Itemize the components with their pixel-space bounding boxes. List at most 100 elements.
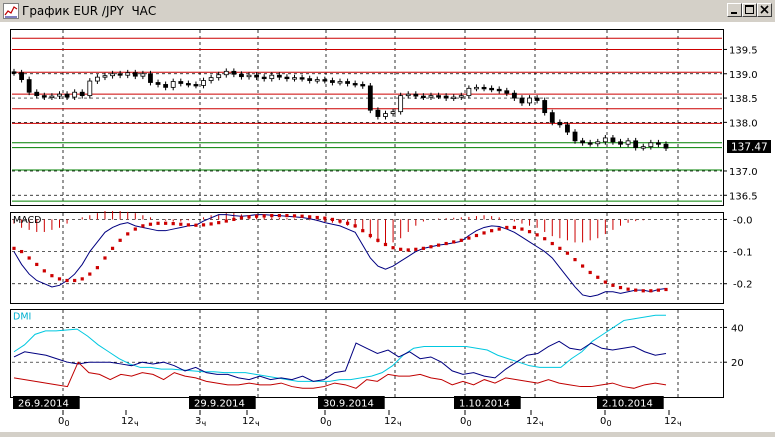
candle-body [436, 95, 441, 98]
candle-body [231, 70, 237, 75]
time-axis: 0 0 12 ч 3 ч 12 ч 0 0 12 ч 0 0 12 ч 0 0 12 ч [58, 410, 682, 428]
candle-body [178, 81, 184, 84]
candle-body [367, 85, 373, 111]
time-label: 12 [121, 416, 134, 427]
candle-body [640, 146, 646, 149]
chart-canvas[interactable]: 139.5 139.0 138.5 138.0 137.0 136.5 137.47 -0… [0, 22, 775, 432]
title-bar[interactable]: График EUR /JPY ЧАС [0, 0, 775, 23]
date-label: 26.9.2014 [18, 399, 69, 410]
macd-signal-dot [459, 238, 463, 242]
candle-body [625, 140, 631, 145]
candle-body [610, 137, 616, 143]
macd-signal-dot [399, 247, 403, 251]
candle-body [489, 87, 495, 91]
candle-body [383, 113, 388, 117]
close-button[interactable] [757, 3, 772, 17]
chart-app-icon [3, 3, 19, 19]
candle-body [420, 95, 426, 99]
macd-signal-dot [558, 246, 562, 250]
candle-body [246, 74, 252, 78]
candle-body [64, 93, 70, 98]
candle-body [398, 95, 404, 113]
date-label-box [13, 396, 80, 409]
time-label: 12 [664, 416, 677, 427]
candle-body [549, 112, 555, 123]
candle-body [595, 141, 601, 145]
macd-signal-dot [42, 269, 46, 273]
macd-plot [12, 211, 668, 298]
time-label-suffix: 0 [467, 419, 472, 428]
macd-signal-dot [285, 213, 289, 218]
macd-signal-dot [65, 278, 69, 283]
candle-body [458, 95, 464, 98]
time-label-suffix: ч [397, 419, 402, 428]
macd-signal-dot [573, 258, 577, 262]
candle-body [663, 143, 669, 149]
macd-signal-dot [565, 251, 570, 255]
macd-signal-dot [414, 247, 418, 251]
macd-signal-dot [133, 227, 137, 231]
candle-body [140, 73, 146, 77]
macd-signal-dot [73, 278, 77, 283]
date-label-box [318, 396, 385, 409]
macd-signal-dot [391, 246, 395, 250]
macd-signal-dot [110, 246, 115, 250]
macd-signal-dot [292, 214, 297, 218]
macd-signal-dot [300, 214, 304, 218]
candle-body [405, 93, 411, 97]
dmi-series-adx-line [13, 314, 666, 382]
macd-signal-dot [543, 237, 547, 241]
macd-signal-dot [482, 231, 486, 235]
candle-body [527, 97, 532, 104]
maximize-button[interactable] [742, 3, 757, 17]
time-label-suffix: ч [255, 419, 260, 428]
price-axis: 139.5 139.0 138.5 138.0 137.0 136.5 [723, 45, 758, 202]
macd-signal-dot [209, 222, 213, 226]
macd-signal-dot [224, 219, 228, 223]
macd-signal-dot [247, 215, 251, 219]
price-tick-label: 139.5 [729, 45, 758, 56]
macd-signal-dot [217, 221, 221, 225]
macd-tick-label: -0.0 [733, 215, 753, 226]
time-label-suffix: 0 [65, 419, 70, 428]
candle-body [466, 87, 472, 97]
candle-body [580, 140, 586, 144]
candle-body [656, 142, 661, 145]
dmi-panel-frame [10, 309, 724, 398]
candle-body [254, 74, 260, 78]
candle-body [602, 137, 608, 143]
macd-signal-dot [126, 232, 130, 236]
time-label: 12 [384, 416, 397, 427]
dmi-panel-label: DMI [13, 312, 31, 323]
date-label-box [597, 396, 664, 409]
macd-signal-dot [603, 280, 607, 284]
macd-signal-dot [148, 222, 153, 226]
macd-signal-dot [186, 223, 190, 227]
macd-signal-dot [171, 222, 175, 226]
macd-signal-dot [118, 238, 122, 242]
candle-body [519, 97, 525, 104]
minimize-button[interactable] [727, 3, 742, 17]
macd-signal-dot [141, 224, 145, 228]
date-label-box [454, 396, 521, 409]
candle-body [618, 141, 623, 145]
macd-signal-dot [361, 229, 365, 233]
candle-body [193, 84, 199, 87]
candle-body [534, 97, 540, 101]
candle-body [170, 81, 176, 88]
macd-signal-dot [535, 233, 539, 237]
current-price-tag [727, 140, 771, 153]
macd-signal-dot [581, 264, 585, 268]
macd-signal-dot [452, 240, 456, 244]
candle-body [41, 95, 47, 98]
minimize-icon [731, 12, 737, 14]
macd-signal-dot [497, 227, 501, 231]
candle-body [201, 80, 206, 86]
macd-signal-dot [262, 214, 266, 218]
macd-signal-dot [490, 229, 494, 233]
candle-body [148, 73, 153, 83]
candle-body [155, 82, 161, 85]
macd-signal-dot [345, 221, 350, 225]
time-label: 3 [195, 416, 201, 427]
